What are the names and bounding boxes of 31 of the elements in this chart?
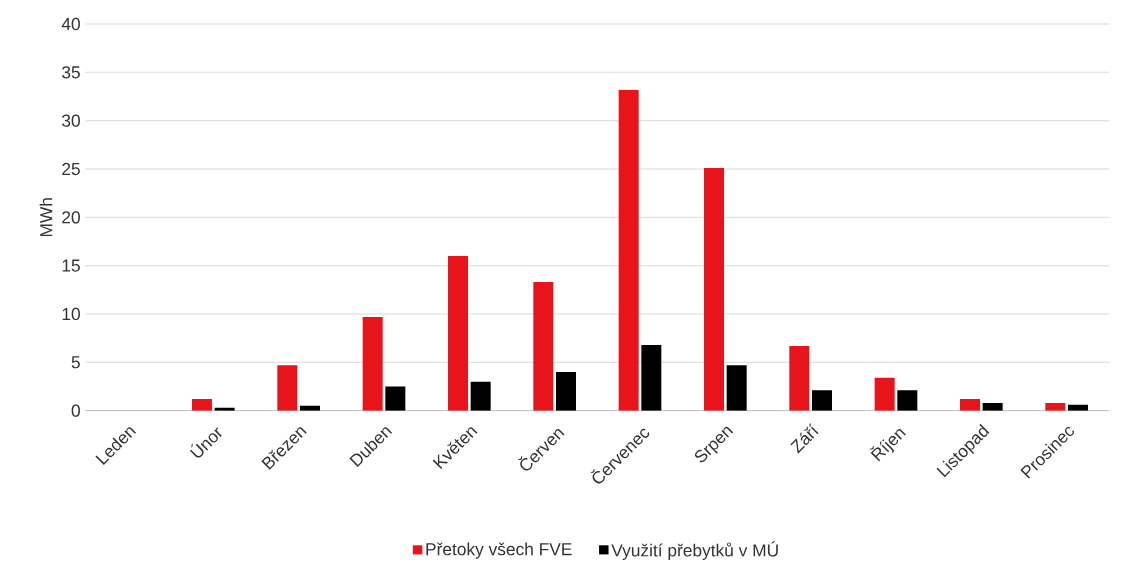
bar (982, 402, 1003, 411)
bar (192, 399, 213, 411)
bar (448, 255, 468, 411)
y-tick-label: 35 (62, 66, 80, 79)
legend-label: Využití přebytků v MÚ (611, 541, 778, 560)
bar (812, 390, 832, 411)
bar (789, 345, 810, 411)
legend-label: Přetoky všech FVE (426, 542, 572, 559)
bar (726, 365, 747, 411)
bar (897, 390, 918, 411)
bar (641, 344, 662, 411)
bar (277, 365, 298, 411)
y-tick-label: 15 (62, 259, 80, 272)
bar (618, 89, 639, 411)
y-axis-title: MWh (39, 198, 53, 237)
y-tick-label: 20 (62, 211, 80, 224)
bar (1045, 402, 1066, 411)
bar (385, 386, 406, 411)
y-tick-label: 5 (71, 356, 80, 369)
y-tick-label: 40 (61, 17, 80, 31)
bar (874, 377, 895, 411)
y-tick-label: 0 (71, 404, 80, 417)
bar (470, 381, 491, 411)
y-tick-label: 30 (62, 114, 80, 127)
bar (362, 316, 383, 411)
bar (556, 371, 577, 411)
bar (533, 282, 554, 411)
y-tick-label: 25 (62, 162, 80, 176)
bar (704, 168, 724, 411)
bar (960, 399, 980, 411)
y-tick-label: 10 (62, 307, 80, 321)
